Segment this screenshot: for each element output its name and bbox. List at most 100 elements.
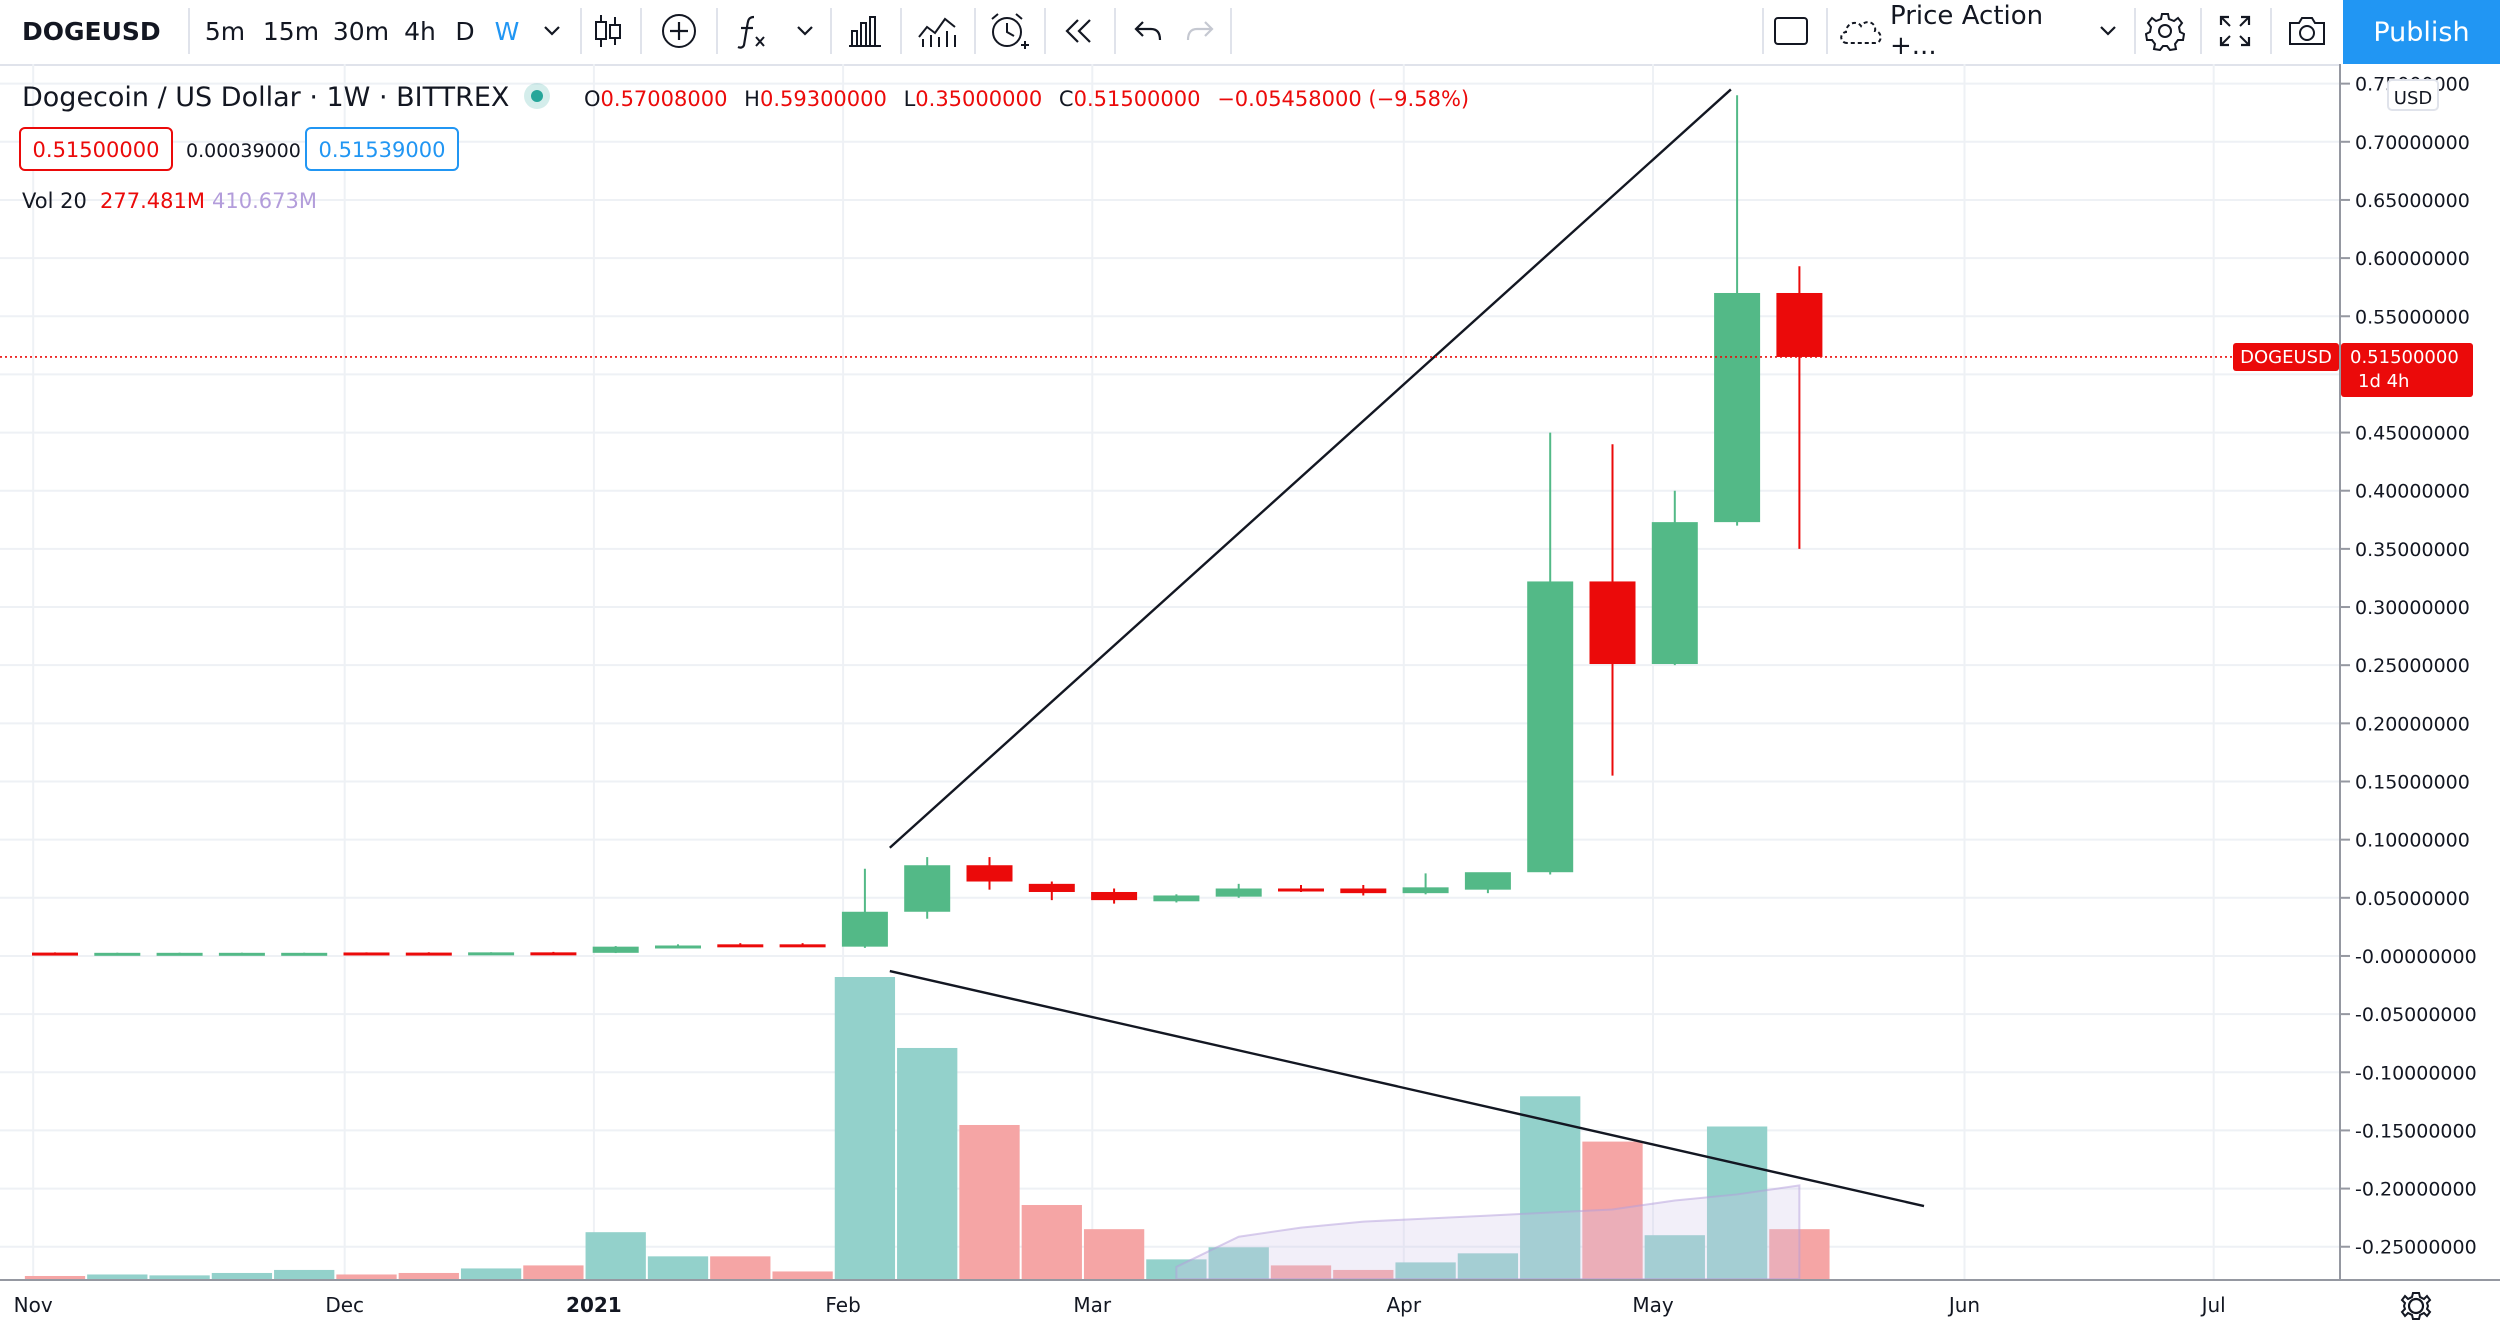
time-scale[interactable]: Nov Dec 2021 Feb Mar Apr May Jun Jul bbox=[14, 1293, 2226, 1317]
compare-add-symbol-icon[interactable] bbox=[654, 0, 704, 62]
price-tag-value: 0.51500000 bbox=[2350, 347, 2459, 368]
interval-d[interactable]: D bbox=[455, 16, 475, 46]
currency-badge bbox=[2387, 79, 2439, 111]
volume-legend-label: Vol 20 bbox=[22, 189, 87, 213]
toolbar-separator bbox=[2200, 8, 2202, 54]
candle-body bbox=[1527, 581, 1574, 873]
time-scale-background bbox=[0, 1280, 2500, 1335]
volume-bar bbox=[1083, 1229, 1145, 1279]
candle-body bbox=[32, 952, 78, 956]
layout-dropdown-chevron-icon[interactable] bbox=[2090, 0, 2126, 62]
spread-value: 0.00039000 bbox=[186, 140, 301, 162]
price-tag-countdown: 1d 4h bbox=[2358, 371, 2409, 392]
volume-bar bbox=[1333, 1269, 1394, 1279]
trendline[interactable] bbox=[889, 969, 1925, 1208]
candle-body bbox=[218, 952, 265, 956]
volume-bar bbox=[523, 1265, 584, 1279]
ask-price: 0.51539000 bbox=[319, 138, 446, 162]
price-tick-label: 0.20000000 bbox=[2355, 713, 2470, 735]
toolbar-separator bbox=[580, 8, 582, 54]
toolbar-separator bbox=[900, 8, 902, 54]
replay-rewind-icon[interactable] bbox=[1054, 0, 1104, 62]
candle-body bbox=[343, 952, 390, 956]
candle-body bbox=[1215, 888, 1262, 897]
price-tick-label: 0.15000000 bbox=[2355, 771, 2470, 793]
templates-chart-icon[interactable] bbox=[910, 0, 964, 62]
volume-bar bbox=[211, 1272, 273, 1279]
time-scale-settings-gear-icon[interactable] bbox=[2400, 1292, 2432, 1320]
trendlines[interactable] bbox=[889, 88, 1925, 1208]
volume-bar bbox=[1208, 1247, 1269, 1279]
toolbar-separator bbox=[1762, 8, 1764, 54]
ask-box[interactable] bbox=[305, 127, 459, 171]
candle-body bbox=[468, 952, 515, 956]
indicators-dropdown-chevron-icon[interactable] bbox=[788, 0, 822, 62]
last-price-tag: DOGEUSD 0.51500000 1d 4h bbox=[2233, 342, 2473, 397]
top-toolbar: DOGEUSD 5m 15m 30m 4h D W bbox=[0, 0, 2500, 66]
price-tick-label: -0.00000000 bbox=[2355, 946, 2477, 968]
trendline[interactable] bbox=[889, 88, 1732, 849]
time-tick-label: 2021 bbox=[566, 1293, 622, 1317]
fullscreen-expand-icon[interactable] bbox=[2210, 0, 2260, 62]
interval-w[interactable]: W bbox=[494, 16, 520, 46]
price-tick-label: -0.10000000 bbox=[2355, 1062, 2477, 1084]
candle-body bbox=[1651, 522, 1698, 665]
undo-icon[interactable] bbox=[1124, 0, 1172, 62]
candle-body bbox=[779, 944, 826, 948]
volume-bar bbox=[24, 1275, 86, 1279]
candle-body bbox=[405, 952, 452, 956]
market-status-dot-inner bbox=[531, 90, 543, 102]
price-tick-label: 0.45000000 bbox=[2355, 423, 2470, 445]
candle-body bbox=[1153, 895, 1200, 902]
price-scale[interactable]: 0.750000000.700000000.650000000.60000000… bbox=[2340, 74, 2477, 1259]
candle-body bbox=[1340, 888, 1387, 894]
price-tag-box bbox=[2341, 342, 2473, 397]
interval-dropdown-chevron-icon[interactable] bbox=[534, 0, 570, 62]
price-tick-label: 0.25000000 bbox=[2355, 655, 2470, 677]
time-tick-label: Apr bbox=[1386, 1293, 1421, 1317]
toolbar-separator bbox=[974, 8, 976, 54]
indicators-fx-icon[interactable] bbox=[730, 0, 774, 62]
volume-legend-value: 277.481M bbox=[100, 189, 205, 213]
candle-body bbox=[904, 865, 951, 912]
toolbar-separator bbox=[1114, 8, 1116, 54]
redo-icon[interactable] bbox=[1176, 0, 1224, 62]
ohlc-values: O0.57008000 H0.59300000 L0.35000000 C0.5… bbox=[584, 87, 1469, 111]
price-tick-label: 0.65000000 bbox=[2355, 190, 2470, 212]
candles-chart-type-icon[interactable] bbox=[588, 0, 628, 62]
fullscreen-square-icon[interactable] bbox=[1766, 0, 1816, 62]
price-tick-label: -0.15000000 bbox=[2355, 1120, 2477, 1142]
volume-bar bbox=[1457, 1253, 1519, 1279]
interval-15m[interactable]: 15m bbox=[262, 16, 320, 46]
volume-bar bbox=[1644, 1235, 1705, 1279]
volume-bar bbox=[585, 1232, 646, 1279]
toolbar-separator bbox=[188, 8, 190, 54]
candle-body bbox=[1714, 292, 1761, 523]
price-tick-label: 0.05000000 bbox=[2355, 888, 2470, 910]
interval-5m[interactable]: 5m bbox=[204, 16, 246, 46]
toolbar-separator bbox=[716, 8, 718, 54]
symbol-search[interactable]: DOGEUSD bbox=[22, 16, 161, 46]
publish-button[interactable]: Publish bbox=[2343, 0, 2500, 64]
interval-4h[interactable]: 4h bbox=[404, 16, 436, 46]
interval-30m[interactable]: 30m bbox=[332, 16, 390, 46]
settings-gear-icon[interactable] bbox=[2140, 0, 2190, 62]
volume-bar bbox=[1270, 1265, 1332, 1279]
candle-body bbox=[841, 911, 888, 947]
cloud-layout-icon[interactable] bbox=[1836, 0, 1886, 62]
toolbar-separator bbox=[1044, 8, 1046, 54]
price-chart[interactable]: 0.750000000.700000000.650000000.60000000… bbox=[0, 64, 2500, 1335]
price-tick-label: 0.40000000 bbox=[2355, 481, 2470, 503]
volume-bar bbox=[274, 1269, 335, 1279]
alert-clock-icon[interactable] bbox=[984, 0, 1034, 62]
price-tick-label: 0.60000000 bbox=[2355, 248, 2470, 270]
layout-name[interactable]: Price Action +... bbox=[1890, 1, 2044, 61]
price-tick-label: -0.05000000 bbox=[2355, 1004, 2477, 1026]
bid-box[interactable] bbox=[19, 127, 173, 171]
toolbar-separator bbox=[1826, 8, 1828, 54]
snapshot-camera-icon[interactable] bbox=[2280, 0, 2334, 62]
candle-body bbox=[530, 952, 577, 956]
volume-bar bbox=[959, 1124, 1020, 1279]
financials-bars-icon[interactable] bbox=[840, 0, 890, 62]
volume-bar bbox=[834, 977, 896, 1279]
